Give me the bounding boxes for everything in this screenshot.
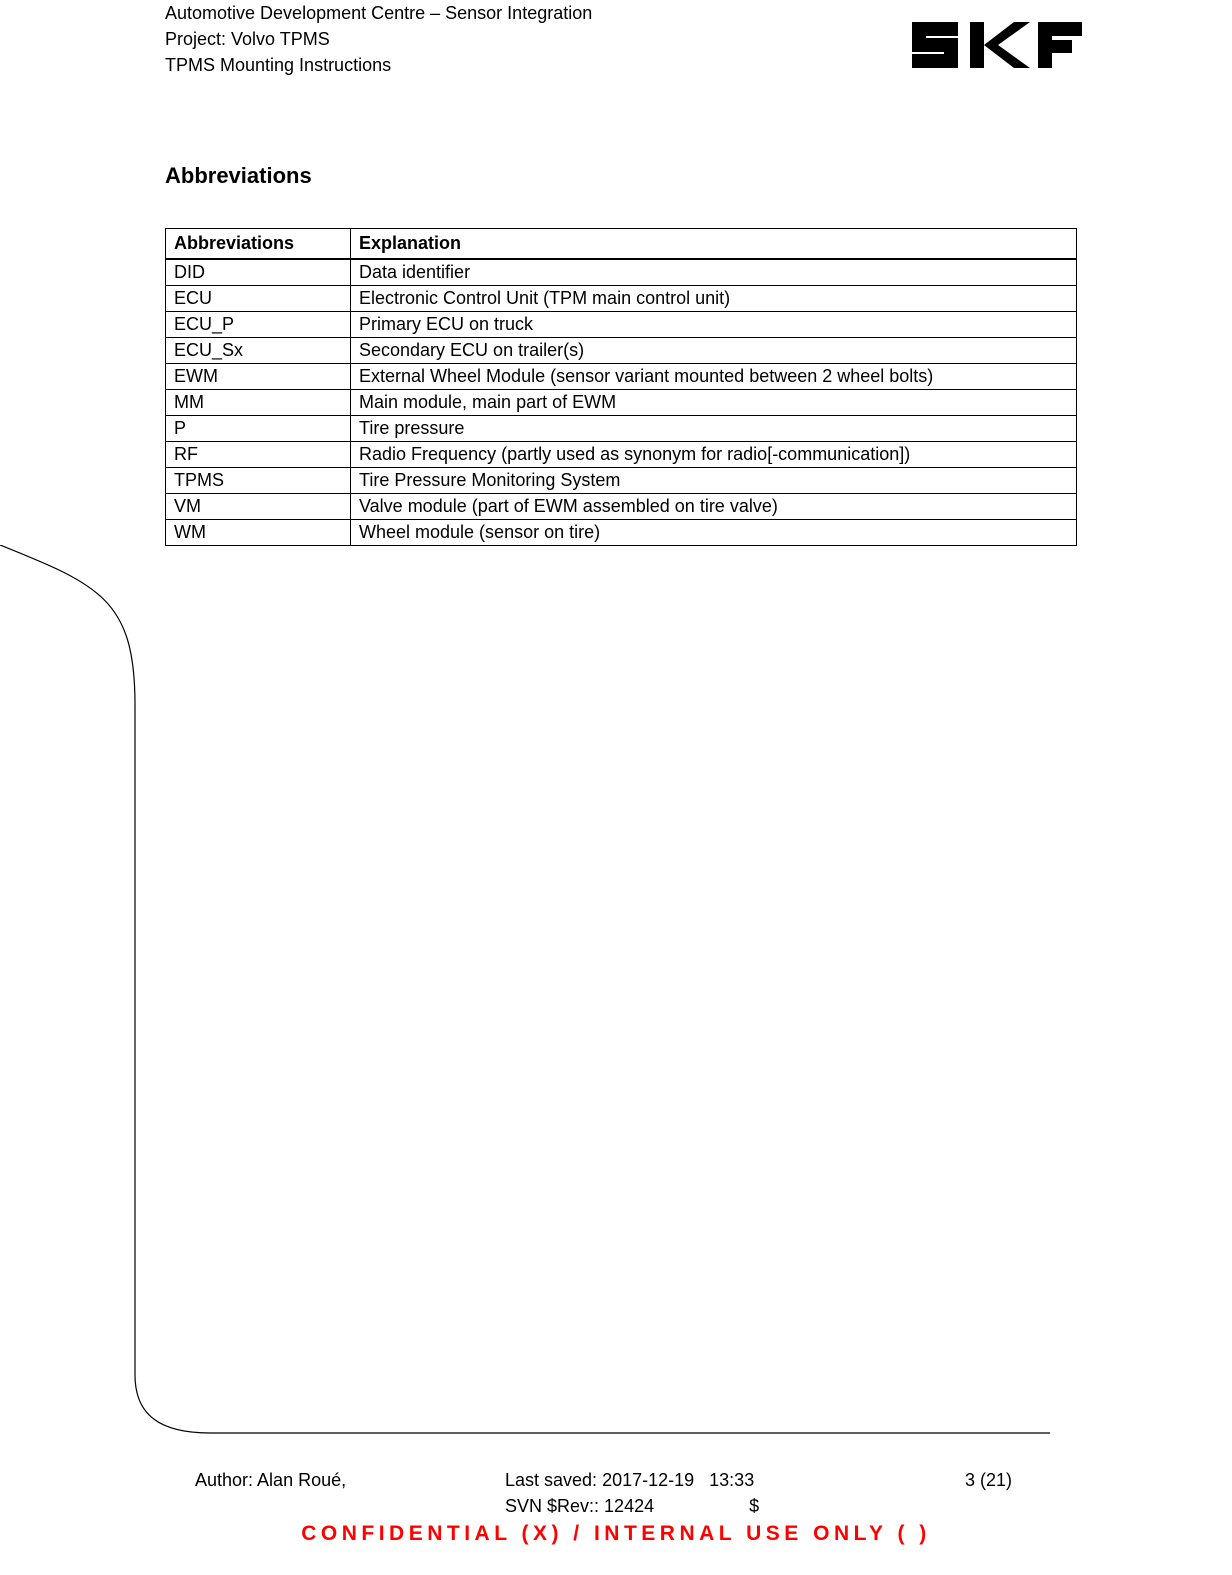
abbreviation-cell: VM (166, 494, 351, 520)
explanation-cell: Wheel module (sensor on tire) (351, 520, 1077, 546)
abbreviation-cell: P (166, 416, 351, 442)
page-frame-border (0, 545, 1050, 1435)
abbreviation-cell: TPMS (166, 468, 351, 494)
explanation-cell: Data identifier (351, 259, 1077, 286)
table-row: MMMain module, main part of EWM (166, 390, 1077, 416)
section-title-abbreviations: Abbreviations (165, 163, 312, 189)
abbreviation-cell: ECU_Sx (166, 338, 351, 364)
svn-suffix: $ (749, 1496, 759, 1516)
author-name: Alan Roué, (257, 1470, 346, 1490)
table-row: ECUElectronic Control Unit (TPM main con… (166, 286, 1077, 312)
page-footer: Author: Alan Roué, Last saved: 2017-12-1… (195, 1467, 1082, 1519)
footer-row-2: SVN $Rev:: 12424 $ (195, 1493, 1082, 1519)
column-header-explanation: Explanation (351, 229, 1077, 260)
table-row: VMValve module (part of EWM assembled on… (166, 494, 1077, 520)
abbreviation-cell: DID (166, 259, 351, 286)
svn-rev: 12424 (604, 1496, 654, 1516)
table-row: ECU_SxSecondary ECU on trailer(s) (166, 338, 1077, 364)
explanation-cell: Tire pressure (351, 416, 1077, 442)
explanation-cell: Radio Frequency (partly used as synonym … (351, 442, 1077, 468)
document-page: Automotive Development Centre – Sensor I… (0, 0, 1232, 1575)
explanation-cell: Valve module (part of EWM assembled on t… (351, 494, 1077, 520)
table-row: RFRadio Frequency (partly used as synony… (166, 442, 1077, 468)
footer-last-saved: Last saved: 2017-12-19 13:33 (505, 1467, 905, 1493)
explanation-cell: Secondary ECU on trailer(s) (351, 338, 1077, 364)
footer-page-number: 3 (21) (905, 1467, 1082, 1493)
explanation-cell: External Wheel Module (sensor variant mo… (351, 364, 1077, 390)
skf-logo (912, 22, 1082, 68)
explanation-cell: Tire Pressure Monitoring System (351, 468, 1077, 494)
abbreviations-table: Abbreviations Explanation DIDData identi… (165, 228, 1077, 546)
table-row: TPMSTire Pressure Monitoring System (166, 468, 1077, 494)
footer-svn: SVN $Rev:: 12424 $ (505, 1493, 905, 1519)
abbreviation-cell: ECU_P (166, 312, 351, 338)
table-row: PTire pressure (166, 416, 1077, 442)
svn-label: SVN $Rev:: (505, 1496, 604, 1516)
footer-row-1: Author: Alan Roué, Last saved: 2017-12-1… (195, 1467, 1082, 1493)
table-row: ECU_PPrimary ECU on truck (166, 312, 1077, 338)
last-saved-label: Last saved: (505, 1470, 602, 1490)
abbreviation-cell: ECU (166, 286, 351, 312)
last-saved-date: 2017-12-19 (602, 1470, 694, 1490)
column-header-abbreviations: Abbreviations (166, 229, 351, 260)
table-row: WMWheel module (sensor on tire) (166, 520, 1077, 546)
abbreviation-cell: WM (166, 520, 351, 546)
last-saved-time: 13:33 (709, 1470, 754, 1490)
explanation-cell: Electronic Control Unit (TPM main contro… (351, 286, 1077, 312)
explanation-cell: Primary ECU on truck (351, 312, 1077, 338)
explanation-cell: Main module, main part of EWM (351, 390, 1077, 416)
footer-author: Author: Alan Roué, (195, 1467, 505, 1493)
table-row: EWMExternal Wheel Module (sensor variant… (166, 364, 1077, 390)
author-label: Author: (195, 1470, 257, 1490)
abbreviations-table-container: Abbreviations Explanation DIDData identi… (165, 228, 1077, 546)
abbreviation-cell: EWM (166, 364, 351, 390)
table-header-row: Abbreviations Explanation (166, 229, 1077, 260)
confidential-notice: CONFIDENTIAL (X) / INTERNAL USE ONLY ( ) (0, 1522, 1232, 1546)
abbreviation-cell: MM (166, 390, 351, 416)
abbreviation-cell: RF (166, 442, 351, 468)
table-row: DIDData identifier (166, 259, 1077, 286)
